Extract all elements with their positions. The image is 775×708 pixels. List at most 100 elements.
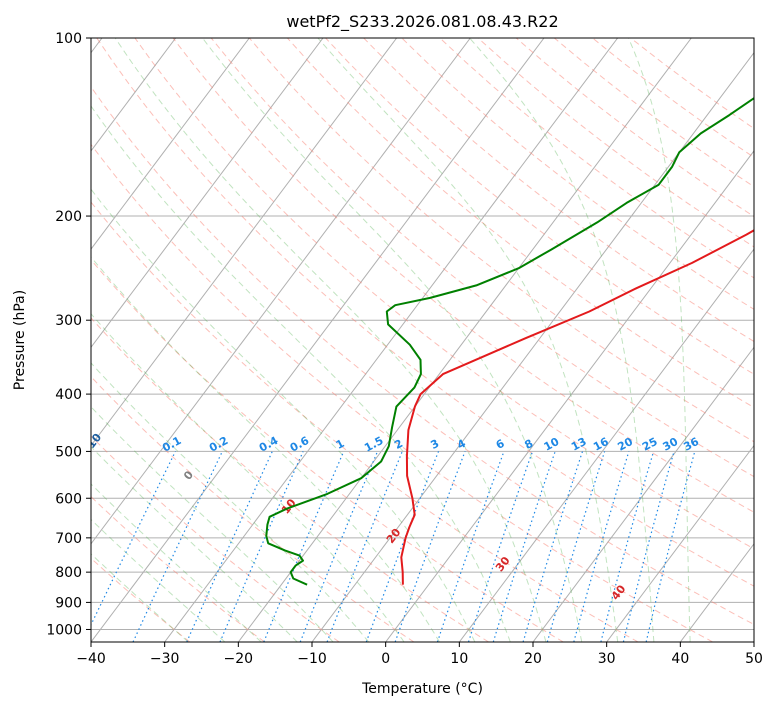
isotherm-line xyxy=(606,444,754,642)
y-tick-label: 700 xyxy=(55,531,82,547)
moist-adiabat-line xyxy=(91,362,370,642)
mixing-ratio-lines xyxy=(91,451,696,642)
mixing-ratio-line xyxy=(522,451,584,642)
x-axis-ticks: −40 −30 −20 −10 0 10 20 30 40 50 xyxy=(76,642,763,667)
dry-adiabat-line xyxy=(248,38,754,443)
mixing-ratio-line xyxy=(326,451,403,642)
mixing-ratio-label: 13 xyxy=(569,435,589,454)
moist-adiabat-line xyxy=(114,38,547,642)
moist-adiabat-line xyxy=(469,38,655,642)
mixing-ratio-line xyxy=(600,451,655,642)
moist-adiabat-line xyxy=(91,445,298,642)
mixing-ratio-line xyxy=(219,451,304,642)
plot-area: -100-90-80-70-60-50-40-30-20-10010203040… xyxy=(0,38,754,642)
moist-adiabat-line xyxy=(91,105,511,642)
isotherm-line xyxy=(91,38,250,250)
dry-adiabat-line xyxy=(553,38,754,188)
isotherm-line xyxy=(458,248,754,642)
isotherm-line xyxy=(91,38,398,447)
dry-adiabat-line xyxy=(210,38,754,478)
mixing-ratio-line xyxy=(492,451,556,642)
mixing-ratio-label: 3 xyxy=(428,437,441,452)
isotherm-line xyxy=(753,641,754,642)
y-tick-label: 800 xyxy=(55,565,82,581)
moist-adiabat-line xyxy=(91,553,189,642)
y-tick-label: 300 xyxy=(55,313,82,329)
mixing-ratio-line xyxy=(573,451,630,642)
moist-adiabat-line xyxy=(91,483,262,642)
mixing-ratio-line xyxy=(132,451,223,642)
moist-adiabat-line xyxy=(628,38,691,642)
isotherm-line xyxy=(91,38,324,349)
dry-adiabat-line xyxy=(592,38,754,158)
dewpoint-profile-line xyxy=(265,96,754,586)
y-tick-label: 500 xyxy=(55,444,82,460)
plot-frame xyxy=(90,37,755,643)
x-tick-label: −40 xyxy=(76,651,106,667)
dry-adiabats xyxy=(91,38,754,642)
moist-adiabat-line xyxy=(91,406,334,642)
isotherm-line xyxy=(91,38,177,152)
dry-adiabat-line xyxy=(439,38,754,279)
isotherm-line xyxy=(532,346,754,642)
y-tick-label: 200 xyxy=(55,209,82,225)
mixing-ratio-line xyxy=(365,451,440,642)
x-tick-label: 0 xyxy=(381,651,390,667)
dry-adiabat-line xyxy=(91,557,191,642)
mixing-ratio-line xyxy=(622,451,675,642)
sounding-profiles xyxy=(265,96,754,586)
dry-adiabat-label: -20 xyxy=(0,399,16,423)
mixing-ratio-line xyxy=(436,451,505,642)
dry-adiabat-line xyxy=(134,38,754,550)
y-tick-label: 600 xyxy=(55,491,82,507)
mixing-ratio-label: 16 xyxy=(591,435,611,454)
moist-adiabat-line xyxy=(91,313,405,642)
y-axis-ticks: 100 200 300 400 500 600 700 800 900 1000 xyxy=(46,31,91,638)
chart-title: wetPf2_S233.2026.081.08.43.R22 xyxy=(286,12,558,32)
isotherm-line xyxy=(91,38,471,545)
mixing-ratio-label: 20 xyxy=(615,435,635,454)
dry-adiabat-line xyxy=(401,38,754,310)
dry-adiabat-line xyxy=(91,86,754,626)
mixing-ratio-label: 2 xyxy=(392,437,405,452)
y-tick-label: 1000 xyxy=(46,622,82,638)
dry-adiabat-line xyxy=(91,201,639,642)
x-tick-label: 20 xyxy=(524,651,542,667)
x-tick-label: 30 xyxy=(598,651,616,667)
mixing-ratio-label: 1 xyxy=(334,437,347,452)
dry-adiabat-line xyxy=(96,38,754,587)
x-tick-label: −10 xyxy=(297,651,327,667)
isotherm-line xyxy=(679,542,754,642)
dry-adiabat-line xyxy=(91,495,265,642)
isobar-gridlines xyxy=(91,38,754,630)
temperature-profile-line xyxy=(400,229,754,585)
mixing-ratio-label: 25 xyxy=(640,435,660,454)
mixing-ratio-label: 30 xyxy=(661,435,681,454)
mixing-ratio-line xyxy=(91,451,177,627)
dry-adiabat-line xyxy=(630,38,754,130)
y-tick-label: 900 xyxy=(55,595,82,611)
skewed-isotherms xyxy=(91,38,754,642)
y-axis-label: Pressure (hPa) xyxy=(12,290,28,390)
dry-adiabat-line xyxy=(91,375,415,642)
dry-adiabat-line xyxy=(363,38,754,343)
y-tick-label: 100 xyxy=(55,31,82,47)
dry-adiabat-label: 0 xyxy=(181,468,196,482)
isotherm-line xyxy=(311,51,754,642)
dry-adiabat-label: 30 xyxy=(493,554,513,574)
mixing-ratio-label: 36 xyxy=(681,435,701,454)
mixing-ratio-line xyxy=(394,451,466,642)
moist-adiabats xyxy=(91,38,691,642)
dry-adiabat-line xyxy=(287,38,754,409)
mixing-ratio-line xyxy=(467,451,534,642)
mixing-ratio-line xyxy=(299,451,379,642)
moist-adiabat-line xyxy=(202,38,583,642)
moist-adiabat-line xyxy=(91,518,226,642)
x-tick-label: 50 xyxy=(745,651,763,667)
moist-adiabat-line xyxy=(91,188,476,642)
x-tick-label: 40 xyxy=(671,651,689,667)
mixing-ratio-label: 6 xyxy=(494,437,507,452)
moist-adiabat-line xyxy=(317,38,619,642)
